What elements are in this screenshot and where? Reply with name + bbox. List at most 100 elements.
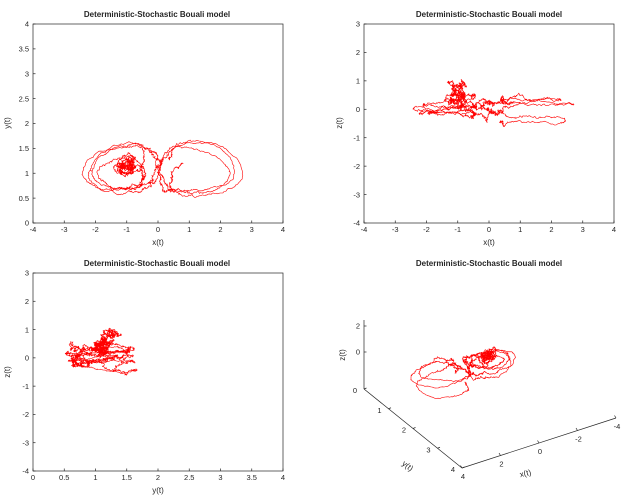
x-tick-mark	[460, 465, 463, 469]
series-line	[64, 327, 138, 376]
x-tick-label: 4	[612, 225, 616, 234]
chart-title: Deterministic-Stochastic Bouali model	[416, 259, 562, 268]
y-tick-mark	[461, 466, 465, 469]
y-tick-label: -4	[22, 467, 29, 476]
y-tick-label: 2	[402, 426, 406, 435]
y-tick-label: 1	[356, 77, 360, 86]
x-tick-label: -2	[423, 225, 430, 234]
y-axis-label: y(t)	[3, 117, 12, 129]
y-tick-label: -2	[353, 162, 360, 171]
y-tick-label: -4	[353, 219, 360, 228]
x-tick-label: 1	[93, 473, 97, 482]
x-tick-mark	[614, 415, 617, 419]
plot-frame	[32, 23, 284, 224]
chart-3d: Deterministic-Stochastic Bouali model 4 2…	[338, 259, 620, 481]
x-tick-label: 3	[218, 473, 222, 482]
x-tick-label: 4	[281, 225, 285, 234]
y-tick-label: 0	[25, 219, 29, 228]
x-tick-label: -4	[361, 225, 368, 234]
y-tick-label: 4	[25, 20, 29, 29]
chart-x-vs-y: Deterministic-Stochastic Bouali model -4…	[3, 10, 285, 247]
x-tick-label: -3	[392, 225, 399, 234]
y-tick-label: -3	[22, 438, 29, 447]
y-tick-label: -2	[22, 410, 29, 419]
y-tick-label: 1	[377, 406, 381, 415]
x-tick-label: -3	[61, 225, 68, 234]
x-tick-label: 2	[549, 225, 553, 234]
y-tick-label: 0	[356, 105, 360, 114]
y-tick-label: 2	[25, 119, 29, 128]
series-line	[81, 139, 244, 198]
y-tick-label: 1	[25, 169, 29, 178]
y-tick-label: 0.5	[19, 194, 29, 203]
x-tick-label: 2	[218, 225, 222, 234]
x-tick-label: -4	[614, 422, 621, 431]
trace-area	[81, 139, 244, 198]
z-axis-label: z(t)	[338, 349, 347, 361]
x-tick-label: 4	[281, 473, 285, 482]
chart-title: Deterministic-Stochastic Bouali model	[84, 259, 230, 268]
y-tick-mark	[437, 446, 441, 449]
x-tick-label: -1	[123, 225, 130, 234]
y-tick-label: 1	[25, 325, 29, 334]
x-tick-label: 0	[538, 447, 542, 456]
y-tick-mark	[412, 427, 416, 429]
y-tick-label: -3	[353, 190, 360, 199]
x-tick-label: 3	[581, 225, 585, 234]
y-tick-label: 3.5	[19, 45, 29, 54]
plot-frame	[363, 23, 615, 224]
y-tick-label: 4	[451, 465, 455, 474]
y-tick-label: 3	[25, 269, 29, 278]
x-axis-label: x(t)	[519, 468, 533, 479]
y-tick-label: -1	[22, 382, 29, 391]
x-axis-label: x(t)	[483, 238, 495, 247]
y-tick-label: 0	[353, 386, 357, 395]
x-tick-mark	[537, 440, 540, 444]
x-tick-label: -2	[575, 435, 582, 444]
x-tick-label: 3.5	[247, 473, 257, 482]
x-tick-label: 0	[156, 225, 160, 234]
x-tick-label: 0	[487, 225, 491, 234]
y-tick-label: 0	[25, 354, 29, 363]
y-tick-label: 3	[426, 445, 430, 454]
trace-3d	[410, 346, 516, 399]
chart-title: Deterministic-Stochastic Bouali model	[84, 10, 230, 19]
series-line-3d	[410, 346, 516, 399]
x-tick-label: 1	[187, 225, 191, 234]
x-tick-label: 2.5	[184, 473, 194, 482]
x-tick-label: 0	[31, 473, 35, 482]
x-axis-label: x(t)	[152, 238, 164, 247]
chart-y-vs-z: Deterministic-Stochastic Bouali model 0 0…	[3, 259, 285, 495]
chart-x-vs-z: Deterministic-Stochastic Bouali model -4…	[335, 10, 616, 247]
series-line	[412, 79, 575, 127]
x-tick-label: 1	[518, 225, 522, 234]
y-tick-label: -1	[353, 133, 360, 142]
y-tick-mark	[388, 407, 392, 410]
y-tick-label: 3	[356, 20, 360, 29]
y-tick-label: 3	[25, 69, 29, 78]
y-axis-label: z(t)	[335, 117, 344, 129]
plot-frame	[32, 272, 284, 472]
x-tick-label: 0.5	[59, 473, 69, 482]
x-tick-mark	[575, 427, 578, 431]
x-tick-label: -4	[30, 225, 37, 234]
x-tick-mark	[498, 452, 501, 456]
y-axis-label: z(t)	[3, 366, 12, 378]
x-tick-label: -2	[92, 225, 99, 234]
trace-area	[412, 79, 575, 127]
trace-area	[64, 327, 138, 376]
x-axis-label: y(t)	[152, 486, 164, 495]
y-tick-mark	[363, 387, 367, 390]
x-tick-label: 2	[499, 460, 503, 469]
y-tick-label: 2.5	[19, 94, 29, 103]
z-tick-label: 0	[356, 348, 360, 357]
chart-title: Deterministic-Stochastic Bouali model	[416, 10, 562, 19]
x-tick-label: 2	[156, 473, 160, 482]
y-tick-label: 1.5	[19, 144, 29, 153]
x-tick-label: 1.5	[122, 473, 132, 482]
z-tick-label: 2	[356, 322, 360, 331]
x-tick-label: -1	[454, 225, 461, 234]
y-tick-label: 2	[356, 48, 360, 57]
x-tick-label: 4	[461, 472, 465, 481]
